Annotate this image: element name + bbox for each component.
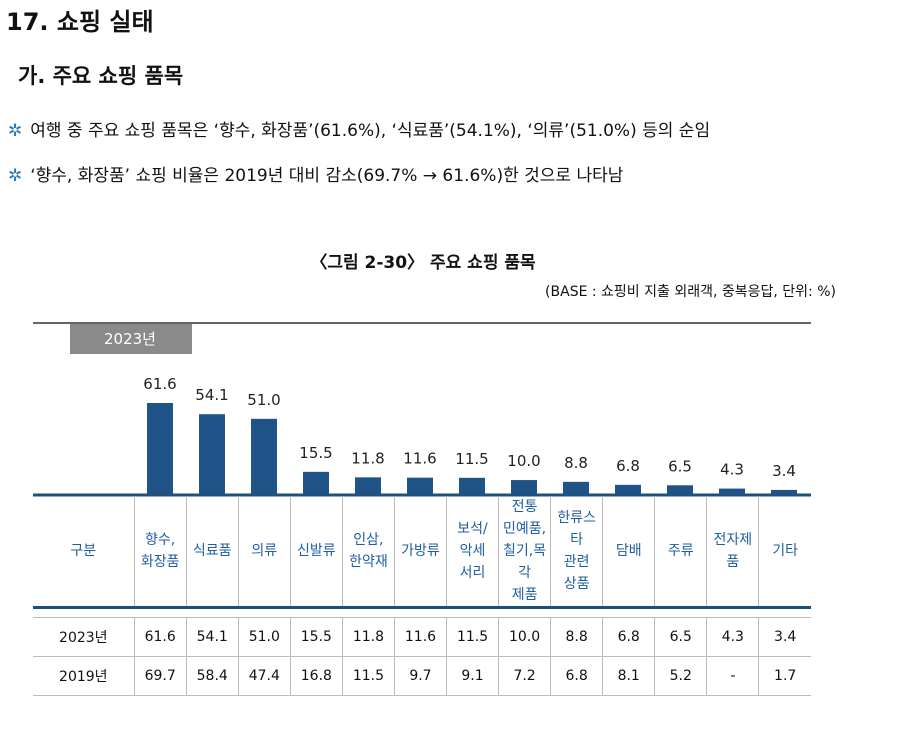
table-cell: 11.5 xyxy=(445,617,499,657)
table-cell: 9.7 xyxy=(393,656,447,696)
table-cell: 58.4 xyxy=(185,656,239,696)
table-header-row: 구분 향수, 화장품 식료품 의류 신발류 인삼, 한약재 가방류 보석/악세 서리 전통 민예품, 칠기… xyxy=(33,496,811,608)
bar-value-label: 51.0 xyxy=(247,391,280,409)
table-row: 2019년 69.7 58.4 47.4 16.8 11.5 9.7 9.1 7.2 6.8 8.1… xyxy=(33,656,811,696)
table-separator xyxy=(33,606,811,618)
category-header-cell: 한류스타 관련 상품 xyxy=(550,496,603,608)
subsection-title: 가. 주요 쇼핑 품목 xyxy=(18,64,184,88)
category-header-cell: 담배 xyxy=(602,496,655,608)
table-cell: 69.7 xyxy=(133,656,187,696)
bar-value-label: 15.5 xyxy=(299,444,332,462)
category-header-cell: 보석/악세 서리 xyxy=(445,496,499,608)
figure-title: 〈그림 2-30〉 주요 쇼핑 품목 xyxy=(310,253,536,273)
category-header-cell: 향수, 화장품 xyxy=(133,496,187,608)
bullet-item: ✲ ‘향수, 화장품’ 쇼핑 비율은 2019년 대비 감소(69.7% → 61… xyxy=(8,161,623,186)
asterisk-bullet-icon: ✲ xyxy=(8,166,23,186)
bar-value-label: 11.6 xyxy=(403,450,436,468)
category-header-cell: 식료품 xyxy=(185,496,239,608)
bar xyxy=(563,481,589,495)
bar-value-label: 8.8 xyxy=(564,454,588,472)
table-cell: - xyxy=(706,656,759,696)
table-cell: 6.8 xyxy=(550,656,603,696)
bar xyxy=(407,477,433,495)
bar-value-label: 10.0 xyxy=(507,452,540,470)
bar xyxy=(251,418,277,495)
table-cell: 47.4 xyxy=(237,656,291,696)
table-cell: 11.8 xyxy=(341,617,395,657)
bar xyxy=(771,489,797,495)
table-corner-cell: 구분 xyxy=(70,543,97,559)
table-cell: 6.8 xyxy=(602,617,655,657)
bar xyxy=(199,414,225,495)
chart-top-rule xyxy=(33,322,811,324)
bar-value-label: 6.8 xyxy=(616,457,640,475)
table-cell: 16.8 xyxy=(289,656,343,696)
bar-value-label: 61.6 xyxy=(143,375,176,393)
bullet-item: ✲ 여행 중 주요 쇼핑 품목은 ‘향수, 화장품’(61.6%), ‘식료품’(… xyxy=(8,116,710,141)
figure-note: (BASE : 쇼핑비 지출 외래객, 중복응답, 단위: %) xyxy=(545,284,836,300)
bar xyxy=(459,477,485,495)
table-row: 2023년 61.6 54.1 51.0 15.5 11.8 11.6 11.5 10.0 8.8… xyxy=(33,617,811,657)
table-cell: 6.5 xyxy=(654,617,707,657)
bar xyxy=(719,488,745,495)
table-cell: 11.6 xyxy=(393,617,447,657)
bar xyxy=(355,477,381,495)
category-header-cell: 가방류 xyxy=(393,496,447,608)
data-table: 구분 향수, 화장품 식료품 의류 신발류 인삼, 한약재 가방류 보석/악세 서리 전통 민예품, 칠기… xyxy=(33,496,811,696)
category-header-cell: 인삼, 한약재 xyxy=(341,496,395,608)
bullet-text: 여행 중 주요 쇼핑 품목은 ‘향수, 화장품’(61.6%), ‘식료품’(5… xyxy=(30,121,711,141)
row-year-label: 2019년 xyxy=(33,656,135,696)
table-cell: 3.4 xyxy=(758,617,811,657)
category-header-cell: 신발류 xyxy=(289,496,343,608)
bar xyxy=(615,484,641,495)
category-header-cell: 전자제품 xyxy=(706,496,759,608)
table-cell: 61.6 xyxy=(133,617,187,657)
bar-value-label: 11.8 xyxy=(351,449,384,467)
table-cell: 8.8 xyxy=(550,617,603,657)
row-year-label: 2023년 xyxy=(33,617,135,657)
bar-value-label: 6.5 xyxy=(668,457,692,475)
year-tab: 2023년 xyxy=(70,324,192,354)
bar xyxy=(147,403,173,495)
bar xyxy=(667,485,693,495)
table-cell: 54.1 xyxy=(185,617,239,657)
bar xyxy=(303,471,329,495)
category-header-cell: 전통 민예품, 칠기,목각 제품 xyxy=(498,496,551,608)
table-cell: 8.1 xyxy=(602,656,655,696)
table-cell: 11.5 xyxy=(341,656,395,696)
table-cell: 7.2 xyxy=(498,656,551,696)
category-header-cell: 기타 xyxy=(758,496,811,608)
bar xyxy=(511,480,537,495)
asterisk-bullet-icon: ✲ xyxy=(8,121,23,141)
table-cell: 51.0 xyxy=(237,617,291,657)
table-cell: 15.5 xyxy=(289,617,343,657)
bar-value-label: 54.1 xyxy=(195,386,228,404)
bullet-text: ‘향수, 화장품’ 쇼핑 비율은 2019년 대비 감소(69.7% → 61.… xyxy=(30,166,624,186)
bar-value-label: 4.3 xyxy=(720,461,744,479)
category-header-cell: 의류 xyxy=(237,496,291,608)
table-cell: 1.7 xyxy=(758,656,811,696)
table-cell: 5.2 xyxy=(654,656,707,696)
category-header-cell: 주류 xyxy=(654,496,707,608)
table-cell: 9.1 xyxy=(445,656,499,696)
section-title: 17. 쇼핑 실태 xyxy=(6,8,154,36)
bar-value-label: 3.4 xyxy=(772,462,796,480)
table-cell: 10.0 xyxy=(498,617,551,657)
bar-value-label: 11.5 xyxy=(455,450,488,468)
table-cell: 4.3 xyxy=(706,617,759,657)
